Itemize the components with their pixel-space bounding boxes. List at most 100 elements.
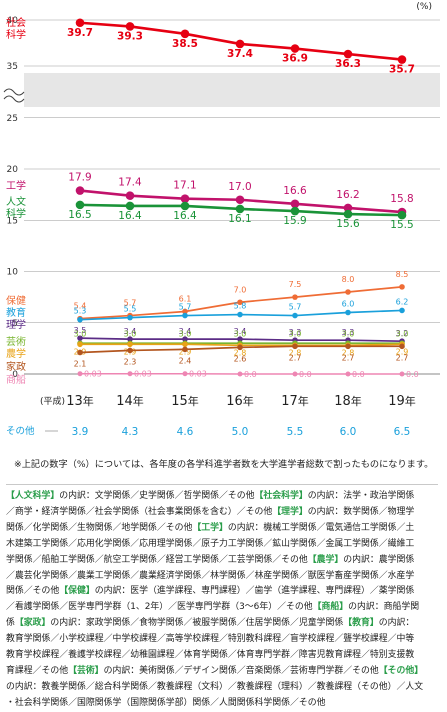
data-label-art-3: 3.0 — [234, 329, 247, 338]
data-label-health-4: 7.5 — [289, 280, 302, 289]
point-agr-0 — [77, 341, 83, 347]
series-name-hum-2: 科学 — [6, 207, 26, 220]
data-label-health-3: 7.0 — [234, 285, 247, 294]
point-eng-1 — [126, 191, 135, 200]
category-text: の内訳：商船学関 — [348, 602, 419, 612]
axis-break-mark-lower — [4, 96, 24, 102]
category-text: の内訳：家政学関係／食物学関係／被服学関係／住居学関係／児童学関係 — [50, 618, 343, 628]
breakdown-line-3: 木建築工学関係／応用化学関係／応用理学関係／原子力工学関係／鉱山学関係／金属工学… — [6, 537, 438, 553]
data-label-home-2: 2.4 — [179, 356, 192, 365]
category-text: 関係／その他 — [6, 586, 59, 596]
data-label-home-4: 2.7 — [289, 353, 302, 362]
category-text: の内訳： — [379, 618, 415, 628]
data-label-hum-3: 16.1 — [228, 213, 251, 225]
axis-break-band — [24, 73, 440, 107]
data-label-hum-2: 16.4 — [173, 210, 197, 222]
series-name-merc: 商船 — [6, 373, 26, 386]
category-text: ／商学・経済学関係／社会学関係（社会事業関係を含む）／その他 — [6, 507, 272, 517]
point-edu-3 — [237, 312, 243, 318]
x-tick-6: 19年 — [388, 394, 416, 409]
category-breakdown: 【人文科学】の内訳：文学関係／史学関係／哲学関係／その他【社会科学】の内訳：法学… — [6, 484, 438, 711]
data-label-merc-2: 0.03 — [189, 370, 207, 379]
data-label-edu-0: 5.3 — [74, 307, 87, 316]
x-tick-3: 16年 — [226, 394, 254, 409]
y-tick-10: 10 — [7, 268, 19, 278]
category-text: 学関係／船舶工学関係／航空工学関係／経営工学関係／工芸学関係／その他 — [6, 555, 308, 565]
data-label-social-4: 36.9 — [282, 53, 308, 65]
point-merc-1 — [128, 371, 133, 376]
data-label-social-6: 35.7 — [389, 64, 415, 76]
x-tick-4: 17年 — [281, 394, 309, 409]
point-health-4 — [292, 294, 298, 300]
data-label-edu-1: 5.5 — [124, 305, 137, 314]
category-heading: 【家政】 — [15, 618, 51, 628]
y-tick-35: 35 — [7, 62, 18, 72]
data-label-art-0: 3.0 — [74, 329, 87, 338]
unit-label: (%) — [416, 2, 432, 12]
data-label-art-1: 3.0 — [124, 329, 137, 338]
series-name-sci: 理学 — [6, 318, 26, 331]
category-text: ／看護学関係／医学専門学群（1、2年）／医学専門学群（3〜6年）／その他 — [6, 602, 313, 612]
category-heading: 【その他】 — [379, 666, 423, 676]
data-label-social-3: 37.4 — [227, 48, 253, 60]
breakdown-line-12: の内訳：教養学関係／総合科学関係／教養課程（文科）／教養課程（理科）／教養課程（… — [6, 680, 438, 696]
breakdown-line-2: 関係／化学関係／生物関係／地学関係／その他【工学】の内訳：機械工学関係／電気通信… — [6, 521, 438, 537]
x-tick-5: 18年 — [334, 394, 362, 409]
category-heading: 【芸術】 — [68, 666, 104, 676]
data-label-hum-6: 15.5 — [390, 219, 413, 231]
series-name-home: 家政 — [6, 360, 26, 373]
x-tick-2: 15年 — [171, 394, 199, 409]
data-label-eng-0: 17.9 — [68, 172, 91, 184]
category-text: 育課程／その他 — [6, 666, 68, 676]
breakdown-line-11: 育課程／その他【芸術】の内訳：美術関係／デザイン関係／音楽関係／芸術専門学群／そ… — [6, 664, 438, 680]
point-eng-0 — [76, 186, 85, 195]
point-home-4 — [292, 344, 298, 350]
series-name-eng: 工学 — [6, 179, 26, 192]
data-label-home-5: 2.7 — [342, 353, 355, 362]
data-label-home-3: 2.6 — [234, 354, 247, 363]
data-label-art-6: 3.0 — [396, 329, 409, 338]
series-name-social-2: 科学 — [6, 28, 26, 41]
series-name-social-1: 社会 — [6, 16, 26, 29]
data-label-eng-4: 16.6 — [283, 185, 307, 197]
data-label-social-0: 39.7 — [67, 27, 93, 39]
breakdown-line-5: ／農芸化学関係／農業工学関係／農業経済学関係／林学関係／林産学関係／獣医学畜産学… — [6, 569, 438, 585]
category-text: の内訳：医学（進学課程、専門課程）／歯学（進学課程、専門課程）／薬学関係 — [95, 586, 415, 596]
category-text: の内訳：文学関係／史学関係／哲学関係／その他 — [59, 491, 254, 501]
other-value-5: 6.0 — [340, 426, 357, 438]
data-label-social-1: 39.3 — [117, 30, 143, 42]
era-label: (平成) — [40, 395, 65, 407]
breakdown-line-4: 学関係／船舶工学関係／航空工学関係／経営工学関係／工芸学関係／その他【農学】の内… — [6, 553, 438, 569]
data-label-merc-3: 0.0 — [244, 370, 257, 379]
breakdown-line-10: 教育学校課程／養護学校課程／幼稚園課程／体育学関係／体育専門学群／障害児教育課程… — [6, 648, 438, 664]
point-edu-5 — [345, 310, 351, 316]
point-agr-2 — [182, 341, 188, 347]
point-social-1 — [126, 22, 135, 31]
point-merc-3 — [238, 372, 243, 377]
data-label-merc-1: 0.03 — [134, 370, 152, 379]
data-label-health-6: 8.5 — [396, 270, 409, 279]
data-label-merc-5: 0.0 — [352, 370, 365, 379]
series-name-social: 社会 科学 — [6, 16, 29, 41]
data-label-hum-5: 15.6 — [336, 218, 360, 230]
breakdown-line-1: ／商学・経済学関係／社会学関係（社会事業関係を含む）／その他【理学】の内訳：数学… — [6, 505, 438, 521]
data-label-eng-2: 17.1 — [173, 180, 196, 192]
other-value-4: 5.5 — [287, 426, 304, 438]
point-home-6 — [399, 344, 405, 350]
breakdown-line-13: ・社会科学関係／国際関係学（国際関係学部）関係／人間関係科学関係／その他 — [6, 696, 438, 712]
data-label-health-5: 8.0 — [342, 275, 355, 284]
data-label-edu-3: 5.8 — [234, 302, 247, 311]
data-label-eng-3: 17.0 — [228, 181, 251, 193]
point-home-2 — [182, 347, 188, 353]
other-label: その他 — [6, 425, 35, 437]
point-eng-3 — [236, 195, 245, 204]
data-label-social-5: 36.3 — [335, 58, 361, 70]
data-label-home-1: 2.3 — [124, 357, 137, 366]
series-name-health: 保健 — [6, 294, 26, 307]
series-name-hum-1: 人文 — [6, 195, 26, 208]
category-heading: 【工学】 — [192, 523, 228, 533]
